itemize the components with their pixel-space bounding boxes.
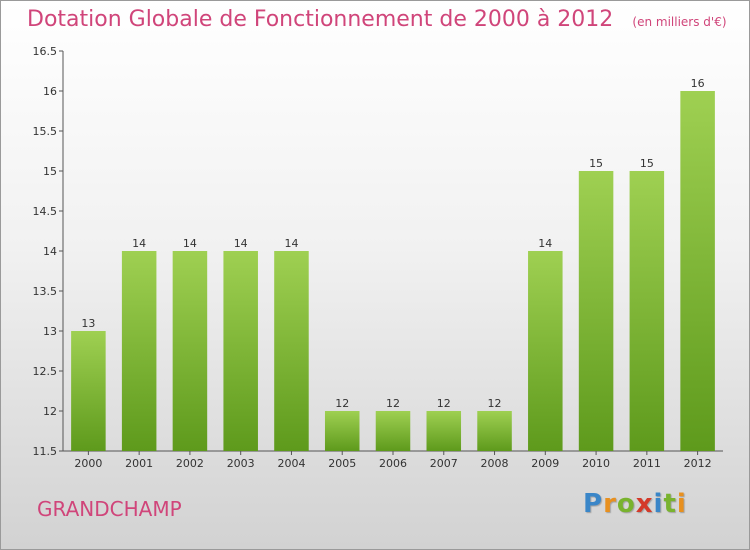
- logo-letter: i: [676, 489, 687, 519]
- bar-2000: [71, 331, 106, 451]
- plot-area: 11.5 12 12.5 13 13.5 14 14.5 15 15.5 16 16.5 2000 13…: [33, 45, 723, 470]
- y-tick-label: 15: [43, 165, 57, 178]
- bar-2010: [578, 171, 614, 451]
- x-tick-label: 2003: [227, 457, 255, 470]
- logo-letter: o: [616, 489, 636, 519]
- y-tick-label: 15.5: [33, 125, 58, 138]
- bar-2008: [477, 411, 512, 451]
- y-tick-label: 13: [43, 325, 57, 338]
- bar-2012: [680, 91, 715, 451]
- y-tick-label: 14: [43, 245, 57, 258]
- x-tick-label: 2002: [176, 457, 204, 470]
- x-tick-label: 2000: [74, 457, 102, 470]
- chart-subtitle: (en milliers d'€): [632, 15, 727, 29]
- logo-letter: P: [583, 489, 604, 519]
- data-label: 12: [488, 397, 502, 410]
- logo-letter: i: [653, 489, 664, 519]
- y-tick-label: 12: [43, 405, 57, 418]
- x-tick-label: 2012: [684, 457, 712, 470]
- data-label: 14: [183, 237, 197, 250]
- data-label: 14: [132, 237, 146, 250]
- data-label: 12: [335, 397, 349, 410]
- logo-letter: t: [663, 489, 677, 519]
- x-tick-label: 2009: [531, 457, 559, 470]
- data-label: 14: [538, 237, 552, 250]
- data-label: 12: [437, 397, 451, 410]
- x-tick-label: 2007: [430, 457, 458, 470]
- data-label: 16: [691, 77, 705, 90]
- bar-2005: [324, 411, 360, 451]
- y-tick-label: 16: [43, 85, 57, 98]
- x-tick-label: 2008: [481, 457, 509, 470]
- data-label: 13: [81, 317, 95, 330]
- chart-title: Dotation Globale de Fonctionnement de 20…: [27, 7, 614, 32]
- commune-name: GRANDCHAMP: [37, 497, 182, 521]
- x-tick-label: 2001: [125, 457, 153, 470]
- y-tick-label: 11.5: [33, 445, 58, 458]
- bar-2004: [274, 251, 309, 451]
- data-label: 14: [234, 237, 248, 250]
- bar-2001: [121, 251, 157, 451]
- y-tick-label: 12.5: [33, 365, 58, 378]
- x-tick-label: 2005: [328, 457, 356, 470]
- data-label: 15: [589, 157, 603, 170]
- bar-2002: [172, 251, 208, 451]
- y-tick-label: 16.5: [33, 45, 58, 58]
- x-tick-label: 2011: [633, 457, 661, 470]
- x-tick-label: 2010: [582, 457, 610, 470]
- proxiti-logo: Proxiti: [583, 489, 687, 519]
- logo-letter: x: [635, 489, 654, 519]
- x-tick-label: 2004: [277, 457, 305, 470]
- bar-2007: [426, 411, 462, 451]
- x-tick-label: 2006: [379, 457, 407, 470]
- bar-2009: [528, 251, 563, 451]
- y-tick-label: 13.5: [33, 285, 58, 298]
- y-tick-label: 14.5: [33, 205, 58, 218]
- data-label: 14: [284, 237, 298, 250]
- logo-letter: r: [603, 489, 617, 519]
- data-label: 12: [386, 397, 400, 410]
- data-label: 15: [640, 157, 654, 170]
- title-row: Dotation Globale de Fonctionnement de 20…: [27, 7, 727, 32]
- bar-2006: [375, 411, 411, 451]
- bar-2011: [629, 171, 665, 451]
- bar-2003: [223, 251, 258, 451]
